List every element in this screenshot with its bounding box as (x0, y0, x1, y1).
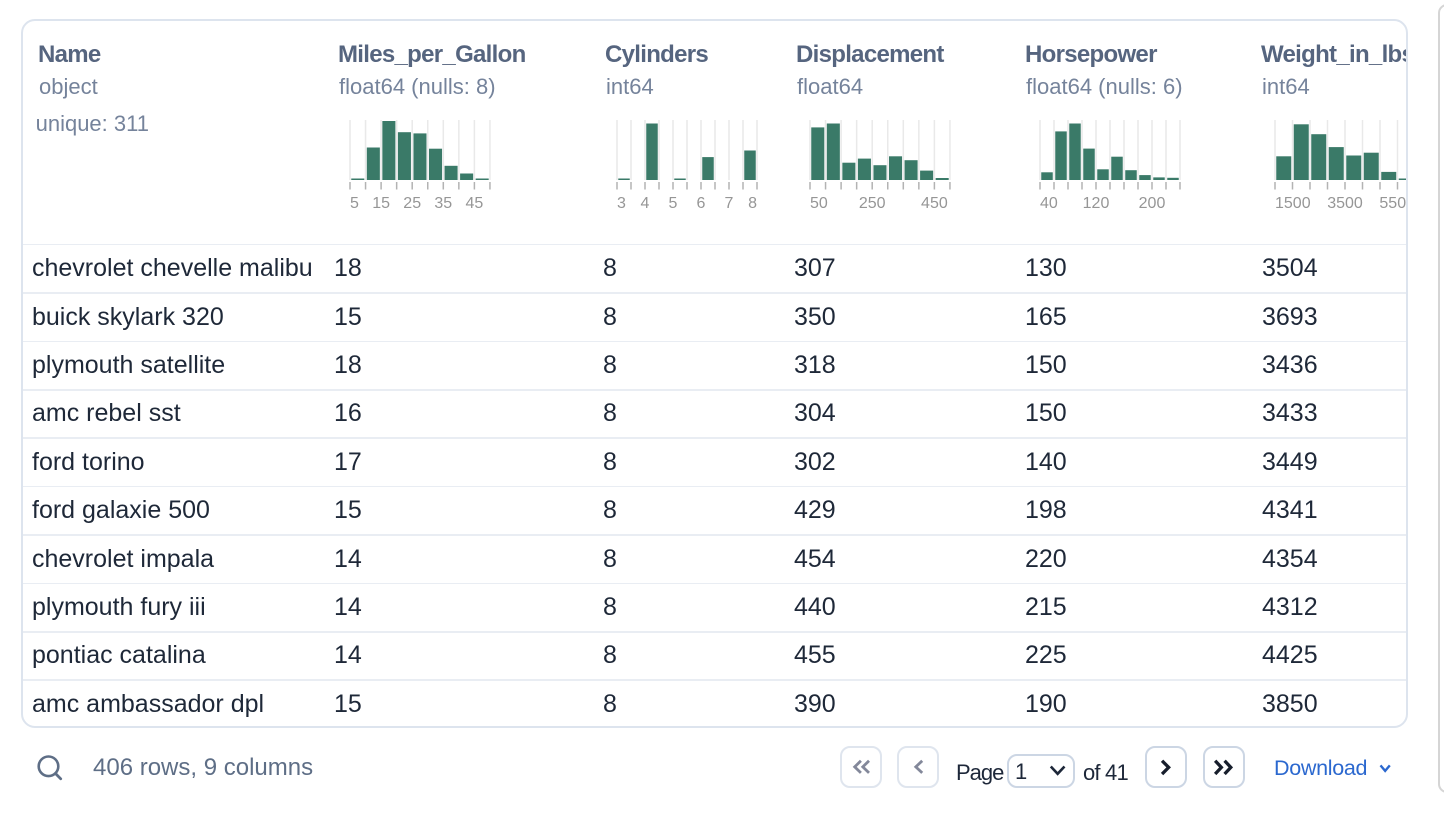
svg-text:3: 3 (617, 195, 626, 212)
svg-text:4: 4 (641, 195, 650, 212)
svg-text:8: 8 (748, 195, 757, 212)
svg-text:450: 450 (921, 195, 948, 212)
svg-text:5: 5 (350, 195, 359, 212)
svg-text:15: 15 (372, 195, 390, 212)
svg-text:6: 6 (697, 195, 706, 212)
svg-text:5500: 5500 (1379, 195, 1408, 212)
svg-text:5: 5 (669, 195, 678, 212)
svg-text:25: 25 (403, 195, 421, 212)
svg-text:200: 200 (1139, 195, 1166, 212)
svg-text:3500: 3500 (1327, 195, 1363, 212)
svg-text:45: 45 (465, 195, 483, 212)
svg-text:35: 35 (434, 195, 452, 212)
svg-text:7: 7 (725, 195, 734, 212)
svg-text:50: 50 (810, 195, 828, 212)
svg-text:120: 120 (1083, 195, 1110, 212)
svg-text:1500: 1500 (1275, 195, 1311, 212)
svg-text:250: 250 (859, 195, 886, 212)
svg-text:40: 40 (1040, 195, 1058, 212)
